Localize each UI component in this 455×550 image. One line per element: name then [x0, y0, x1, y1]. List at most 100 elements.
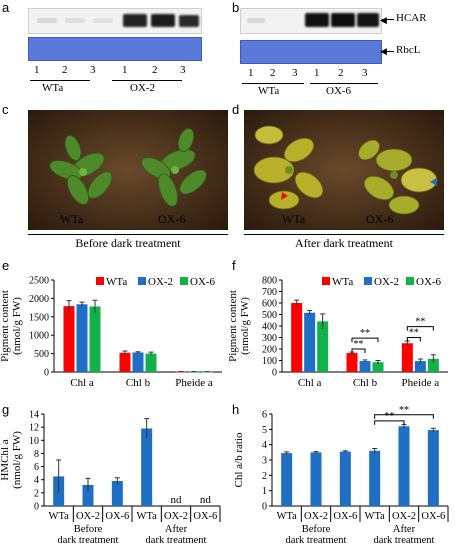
bar: [304, 312, 316, 372]
bar: [427, 430, 439, 506]
y-tick-label: 8: [34, 449, 39, 460]
x-tick-label: OX-2: [392, 511, 416, 522]
legend-label: OX-2: [374, 276, 399, 288]
blot-b-rbcl: [240, 40, 382, 64]
bar: [281, 453, 293, 506]
caption-d: After dark treatment: [295, 236, 393, 250]
bar: [111, 481, 123, 506]
x-tick-label: OX-6: [333, 511, 357, 522]
legend-label: OX-6: [416, 276, 442, 288]
bar: [317, 321, 329, 372]
x-tick-label: OX-2: [76, 511, 100, 522]
bar: [291, 303, 303, 372]
legend-swatch: [364, 277, 372, 285]
significance-label: **: [399, 405, 409, 416]
significance-bracket: [406, 337, 421, 342]
x-tick-label: OX-2: [164, 511, 188, 522]
y-tick-label: 0: [44, 368, 49, 379]
y-tick-label: 400: [262, 322, 277, 333]
blue-arrow-icon: [430, 178, 437, 186]
group-label: Before: [74, 524, 103, 535]
y-tick-label: 12: [29, 423, 39, 434]
bar: [145, 353, 157, 372]
significance-label: **: [354, 339, 364, 350]
group-label: After: [393, 524, 416, 535]
legend-label: OX-6: [190, 276, 216, 288]
y-tick-label: 3: [262, 456, 267, 467]
panel-letter-f: f: [232, 258, 236, 273]
bar: [76, 304, 88, 372]
y-tick-label: 300: [262, 333, 277, 344]
bar: [132, 352, 144, 372]
legend-swatch: [138, 277, 146, 285]
y-tick-label: 0: [34, 502, 39, 513]
y-tick-label: 1500: [29, 312, 49, 323]
bar: [119, 352, 131, 372]
panel-letter-b: b: [232, 0, 240, 15]
x-tick-label: WTa: [49, 511, 70, 522]
group-label: After: [165, 524, 188, 535]
y-tick-label: 4: [262, 440, 267, 451]
legend-swatch: [96, 277, 104, 285]
y-tick-label: 1000: [29, 331, 49, 342]
photo-d-left-label: WTa: [282, 212, 306, 226]
legend-label: OX-2: [148, 276, 173, 288]
y-axis-label: HMChl a(nmol/g FW): [0, 431, 23, 489]
y-tick-label: 200: [262, 345, 277, 356]
bar: [188, 371, 200, 373]
significance-bracket: [351, 348, 366, 353]
bar: [63, 306, 75, 372]
bar: [339, 451, 351, 506]
legend-swatch: [406, 277, 414, 285]
red-arrow-icon: [281, 192, 288, 200]
bar: [414, 361, 426, 372]
x-tick-label: WTa: [277, 511, 298, 522]
y-tick-label: 2: [262, 471, 267, 482]
x-tick-label: Chl a: [298, 377, 322, 389]
x-tick-label: OX-6: [193, 511, 217, 522]
hcar-label: HCAR: [396, 12, 427, 24]
bar: [175, 371, 187, 373]
panel-letter-a: a: [2, 0, 10, 15]
blot-a-hcar: [28, 8, 202, 34]
y-axis-label: Chl a/b ratio: [233, 432, 245, 487]
significance-bracket: [351, 337, 379, 343]
blot-b-hcar: [240, 8, 382, 34]
y-tick-label: 2000: [29, 294, 49, 305]
photo-c-right-label: OX-6: [158, 212, 186, 226]
caption-c: Before dark treatment: [75, 236, 181, 250]
panel-letter-g: g: [2, 402, 10, 417]
bar: [369, 450, 381, 506]
y-tick-label: 0: [272, 368, 277, 379]
y-tick-label: 100: [262, 356, 277, 367]
nd-label: nd: [171, 494, 183, 506]
legend-swatch: [322, 277, 330, 285]
blot-a-rbcl: [28, 37, 202, 61]
legend-swatch: [180, 277, 188, 285]
group-label: dark treatment: [374, 535, 435, 546]
x-tick-label: OX-6: [105, 511, 129, 522]
significance-label: **: [415, 317, 425, 328]
panel-letter-c: c: [2, 102, 9, 117]
bar: [310, 452, 322, 506]
group-label-a2: OX-2: [130, 82, 156, 94]
y-axis-label: Pigment content(nmol/g FW): [0, 290, 23, 362]
bar: [89, 306, 101, 372]
rbcl-label: RbcL: [396, 44, 421, 56]
x-tick-label: Chl a: [70, 377, 94, 389]
nd-label: nd: [200, 494, 212, 506]
y-tick-label: 6: [34, 462, 39, 473]
panel-letter-e: e: [2, 258, 10, 273]
group-label-a1: WTa: [42, 82, 64, 94]
bar: [359, 361, 371, 372]
y-tick-label: 500: [34, 349, 49, 360]
arrow-rbcl-icon: [382, 51, 394, 52]
y-tick-label: 2: [34, 488, 39, 499]
panel-letter-h: h: [232, 402, 240, 417]
significance-label: **: [409, 328, 419, 339]
bar: [427, 358, 439, 372]
y-tick-label: 0: [262, 502, 267, 513]
bar: [141, 428, 153, 506]
group-label-b1: WTa: [258, 85, 280, 97]
significance-bracket: [374, 414, 434, 419]
